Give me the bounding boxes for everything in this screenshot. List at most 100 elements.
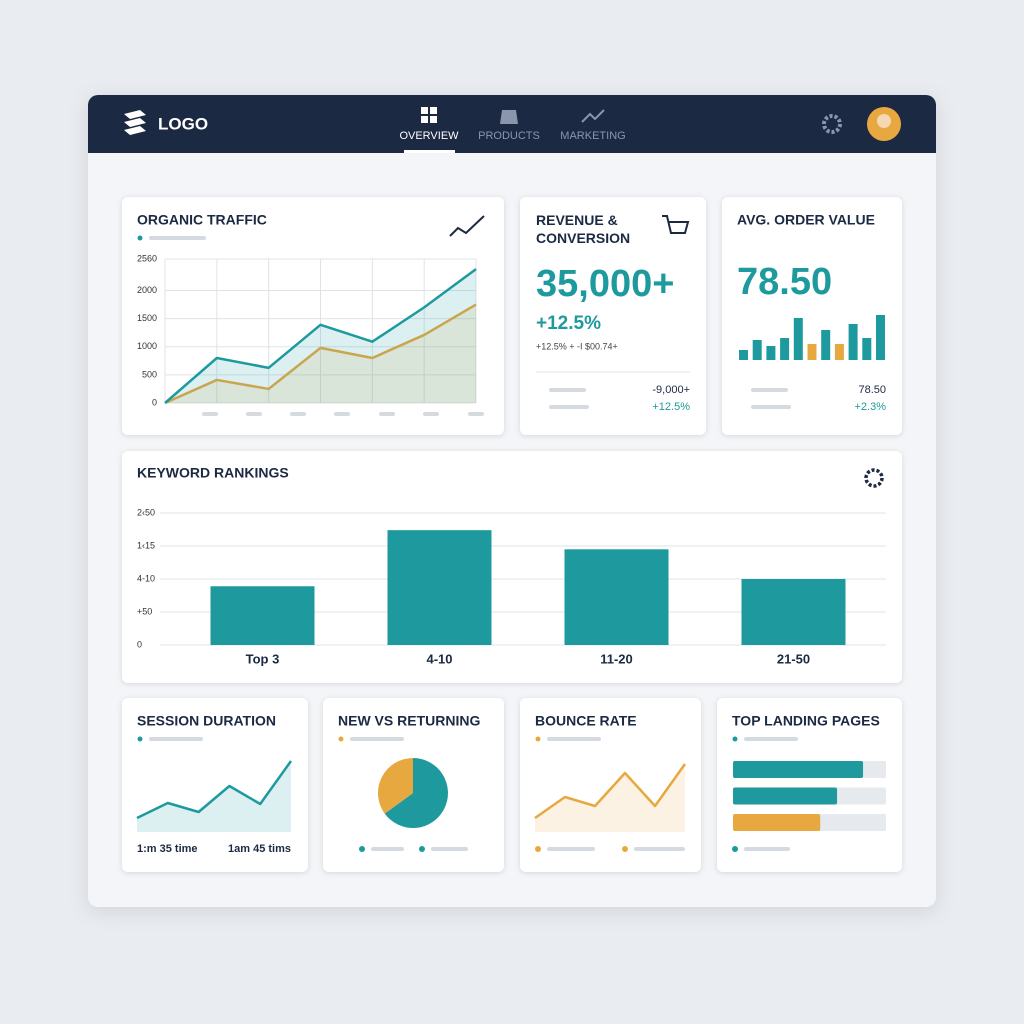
legend-dot <box>359 846 365 852</box>
bar <box>733 787 838 805</box>
card-revenue <box>520 197 706 435</box>
x-tick-label: 4-10 <box>426 651 452 666</box>
pie-slice <box>384 758 448 828</box>
placeholder <box>246 412 262 416</box>
placeholder <box>334 412 350 416</box>
card-bounce <box>520 698 701 872</box>
bar <box>807 344 817 360</box>
area <box>137 761 291 832</box>
cart-icon <box>662 215 690 234</box>
placeholder <box>634 847 685 851</box>
card-title: NEW VS RETURNING <box>338 713 480 729</box>
placeholder <box>751 405 791 409</box>
placeholder <box>549 405 589 409</box>
nav-icon <box>421 116 428 123</box>
legend-dot <box>732 846 738 852</box>
bar <box>741 579 846 645</box>
row-value: -9,000+ <box>652 384 690 396</box>
legend-dot <box>535 846 541 852</box>
y-tick-label: 0 <box>137 639 142 649</box>
line <box>136 760 293 820</box>
card-title: TOP LANDING PAGES <box>732 713 880 729</box>
nav-icon <box>421 107 428 114</box>
settings-button[interactable] <box>864 468 884 488</box>
status-dot <box>535 736 541 742</box>
placeholder <box>751 388 788 392</box>
placeholder <box>468 412 484 416</box>
nav-products[interactable]: PRODUCTS <box>478 110 540 142</box>
placeholder <box>350 737 404 741</box>
area <box>535 764 685 832</box>
card-title: AVG. ORDER VALUE <box>737 212 875 228</box>
card-title: BOUNCE RATE <box>535 713 637 729</box>
y-tick-label: 2‹50 <box>137 507 155 517</box>
settings-button[interactable] <box>822 114 842 134</box>
placeholder <box>149 236 206 240</box>
y-tick-label: 0 <box>152 397 157 407</box>
card-title: ORGANIC TRAFFIC <box>137 212 267 228</box>
nav-label: OVERVIEW <box>399 130 459 142</box>
y-tick-label: 1‹15 <box>137 540 155 550</box>
status-dot <box>338 736 344 742</box>
bar <box>780 338 790 360</box>
pie-chart <box>378 758 448 828</box>
chart-label: 1:m 35 time <box>137 843 198 855</box>
nav-icon <box>581 109 605 123</box>
bar <box>834 344 844 360</box>
logo[interactable]: LOGO <box>124 110 208 135</box>
card-title: SESSION DURATION <box>137 713 276 729</box>
kpi-detail: +12.5% + -I $00.74+ <box>536 341 618 351</box>
placeholder <box>371 847 404 851</box>
card-title: KEYWORD RANKINGS <box>137 465 289 481</box>
placeholder <box>431 847 468 851</box>
bar <box>862 338 872 360</box>
bounce-chart <box>534 763 687 832</box>
area <box>165 269 476 403</box>
card-title: REVENUE & CONVERSION <box>536 212 630 246</box>
placeholder <box>202 412 218 416</box>
nav-marketing[interactable]: MARKETING <box>560 109 626 142</box>
y-tick-label: 1500 <box>137 313 157 323</box>
nav-label: PRODUCTS <box>478 130 540 142</box>
keyword-chart: 0 +50 4-10 1‹15 2‹50 Top 3 4-10 11-20 21-50 <box>137 507 886 666</box>
y-tick-label: 4-10 <box>137 573 155 583</box>
pie-slice <box>378 758 413 814</box>
nav-label: MARKETING <box>560 130 625 142</box>
placeholder <box>547 847 595 851</box>
y-tick-label: 500 <box>142 369 157 379</box>
card-organic-traffic <box>122 197 504 435</box>
bar <box>821 330 831 360</box>
bar <box>210 586 315 645</box>
status-dot <box>732 736 738 742</box>
line <box>534 763 687 820</box>
bar <box>752 340 762 360</box>
area <box>165 304 476 403</box>
nav-overview[interactable]: OVERVIEW <box>399 107 459 153</box>
placeholder <box>547 737 601 741</box>
chart-label: 1am 45 tims <box>228 843 291 855</box>
bar <box>564 549 669 645</box>
session-chart <box>136 760 293 832</box>
placeholder <box>290 412 306 416</box>
legend-dot <box>622 846 628 852</box>
y-tick-label: +50 <box>137 606 152 616</box>
nav-icon <box>430 107 437 114</box>
line <box>164 268 477 404</box>
kpi-value: 35,000+ <box>536 263 674 305</box>
legend-dot <box>419 846 425 852</box>
bar <box>387 530 492 645</box>
x-tick-label: 11-20 <box>600 651 633 666</box>
bar <box>848 324 858 360</box>
placeholder <box>744 847 790 851</box>
row-value: +12.5% <box>652 401 690 413</box>
organic-chart: 0 500 1000 1500 2000 2560 <box>137 253 484 416</box>
y-tick-label: 2560 <box>137 253 157 263</box>
avatar-face <box>877 114 891 128</box>
x-tick-label: Top 3 <box>246 651 280 666</box>
landing-chart <box>733 761 886 831</box>
kpi-change: +12.5% <box>536 313 601 334</box>
trend-icon <box>449 215 485 237</box>
bar <box>766 346 776 360</box>
bar <box>876 315 885 360</box>
